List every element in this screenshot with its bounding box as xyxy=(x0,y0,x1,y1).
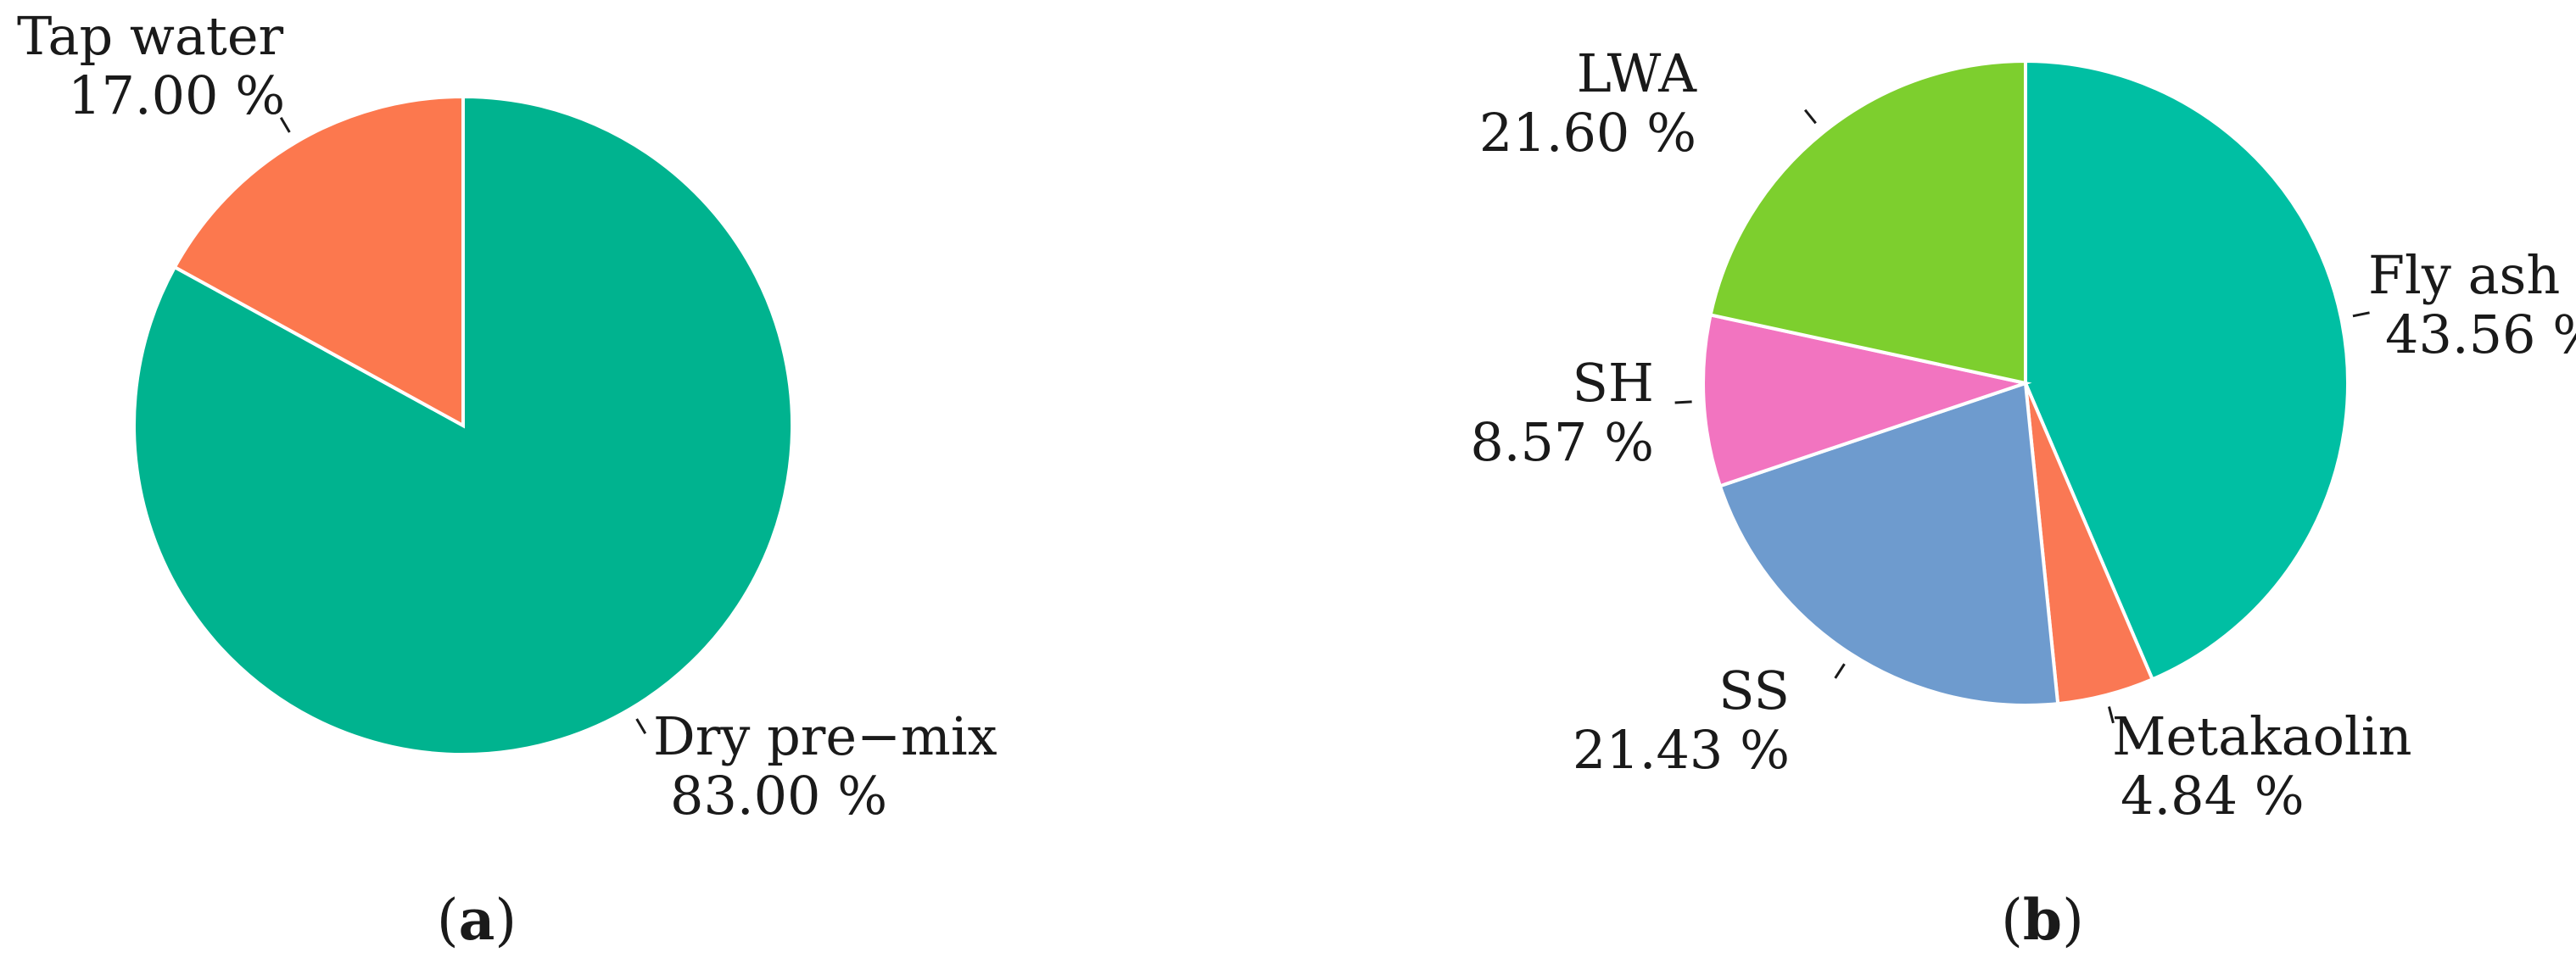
pie-slice xyxy=(132,94,794,756)
slice-name-label: Metakaolin xyxy=(2112,705,2412,767)
panel-label-b-letter: b xyxy=(2023,887,2062,953)
pie-slice xyxy=(1702,313,2032,488)
slice-value-label: 4.84 % xyxy=(2121,765,2305,827)
slice-value-label: 43.56 % xyxy=(2385,304,2576,365)
slice-value-label: 83.00 % xyxy=(670,765,887,827)
slice-label-tick xyxy=(1834,663,1846,679)
slice-name-label: Tap water xyxy=(17,5,284,67)
slice-value-label: 8.57 % xyxy=(1470,411,1654,473)
pie-slice xyxy=(1708,58,2027,386)
slice-value-label: 17.00 % xyxy=(68,64,285,126)
slice-name-label: Fly ash xyxy=(2368,244,2560,306)
panel-label-b: (b) xyxy=(2001,887,2084,953)
panel-label-a: (a) xyxy=(437,887,517,953)
slice-label-tick xyxy=(279,117,291,133)
slice-label-tick xyxy=(2108,706,2115,724)
slice-label-tick xyxy=(635,718,647,734)
panel-label-a-letter: a xyxy=(459,887,495,953)
slice-value-label: 21.60 % xyxy=(1479,102,1696,164)
slice-name-label: Dry pre−mix xyxy=(653,705,997,767)
pie-slice xyxy=(2024,58,2350,682)
pie-slice xyxy=(1718,381,2060,707)
slice-label-tick xyxy=(1803,109,1817,125)
slice-name-label: LWA xyxy=(1577,42,1697,104)
slice-label-tick xyxy=(1674,400,1692,404)
pie-slice xyxy=(172,94,465,429)
slice-label-tick xyxy=(2352,311,2370,318)
slice-name-label: SH xyxy=(1572,352,1654,414)
slice-value-label: 21.43 % xyxy=(1573,719,1790,781)
slice-name-label: SS xyxy=(1718,660,1790,721)
